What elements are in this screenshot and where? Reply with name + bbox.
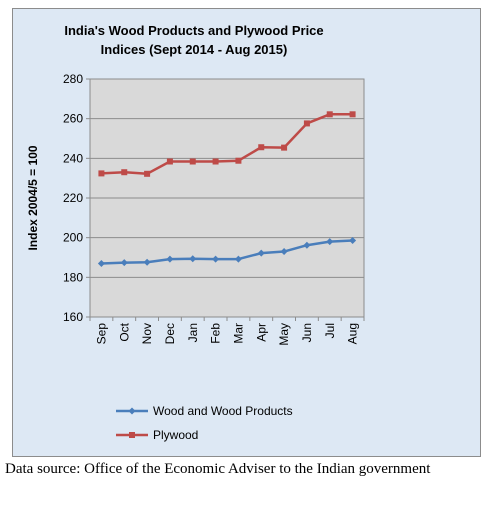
data-point	[212, 255, 220, 263]
y-tick-label: 280	[63, 72, 83, 86]
data-point	[189, 255, 197, 263]
series-group	[97, 111, 357, 267]
x-tick-label: Nov	[140, 323, 154, 344]
data-point	[326, 238, 334, 246]
x-tick-label: Feb	[209, 323, 223, 344]
data-point	[349, 111, 356, 118]
data-point	[349, 236, 357, 244]
data-point	[280, 248, 288, 256]
data-point	[303, 120, 310, 127]
x-tick-label: Sep	[94, 323, 108, 345]
legend-label: Wood and Wood Products	[153, 404, 293, 418]
series-line-0	[101, 239, 353, 265]
gridlines	[90, 78, 364, 278]
data-point	[166, 158, 173, 165]
chart-area: India's Wood Products and Plywood Price …	[12, 8, 481, 457]
x-tick-label: Jan	[186, 323, 200, 342]
y-tick-label: 160	[63, 310, 83, 324]
data-point	[143, 258, 151, 266]
data-point	[281, 144, 288, 151]
data-point	[98, 170, 105, 177]
y-tick-label: 240	[63, 151, 83, 165]
data-point	[235, 157, 242, 164]
data-point	[189, 158, 196, 165]
data-point	[212, 158, 219, 165]
y-tick-label: 180	[63, 270, 83, 284]
data-point	[234, 255, 242, 263]
x-tick-label: Mar	[231, 323, 245, 344]
x-tick-label: Dec	[163, 323, 177, 344]
y-tick-label: 260	[63, 112, 83, 126]
line-chart: India's Wood Products and Plywood Price …	[26, 23, 365, 442]
chart-title-line-2: Indices (Sept 2014 - Aug 2015)	[101, 42, 288, 57]
data-source-note: Data source: Office of the Economic Advi…	[5, 461, 431, 477]
data-point	[144, 170, 151, 177]
data-point	[326, 111, 333, 118]
x-tick-label: May	[277, 323, 291, 346]
axes: 160 180 200 220 240 260 280 Sep Oct Nov Dec Jan Feb M…	[63, 72, 365, 346]
y-tick-label: 220	[63, 191, 83, 205]
y-axis-label: Index 2004/5 = 100	[26, 145, 40, 250]
legend-marker	[128, 407, 136, 415]
x-tick-label: Jul	[323, 323, 337, 338]
legend-marker	[129, 432, 135, 438]
data-point	[257, 249, 265, 257]
legend: Wood and Wood Products Plywood	[116, 404, 293, 442]
chart-title-line-1: India's Wood Products and Plywood Price	[64, 23, 323, 38]
x-tick-label: Jun	[300, 323, 314, 342]
data-point	[258, 144, 265, 151]
series-line-1	[101, 113, 353, 176]
x-tick-label: Aug	[346, 323, 360, 344]
x-tick-label: Apr	[254, 323, 268, 342]
y-tick-label: 200	[63, 231, 83, 245]
data-point	[121, 169, 128, 176]
legend-label: Plywood	[153, 428, 198, 442]
data-point	[166, 255, 174, 263]
data-point	[303, 241, 311, 249]
data-point	[120, 259, 128, 267]
data-point	[97, 259, 105, 267]
x-tick-label: Oct	[117, 322, 131, 341]
